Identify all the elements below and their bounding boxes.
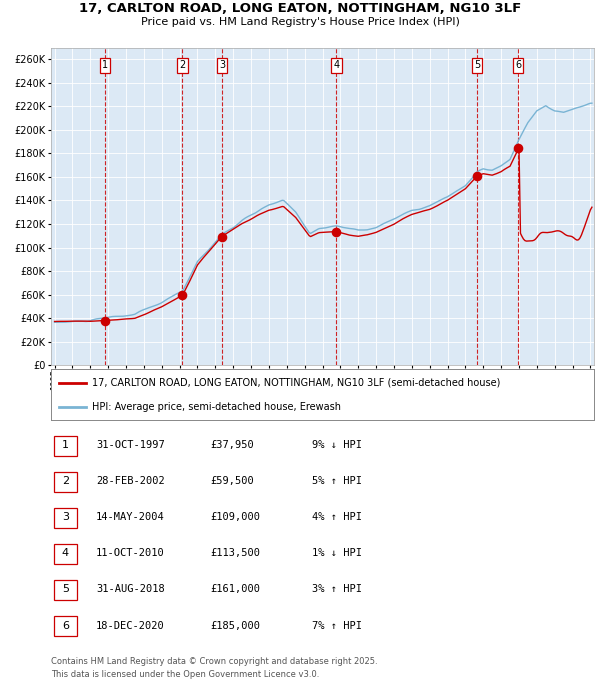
Text: 6: 6 [515, 61, 521, 71]
Text: Contains HM Land Registry data © Crown copyright and database right 2025.
This d: Contains HM Land Registry data © Crown c… [51, 657, 377, 679]
Text: 14-MAY-2004: 14-MAY-2004 [96, 513, 165, 522]
Text: 1: 1 [62, 441, 69, 450]
Text: 5: 5 [62, 585, 69, 594]
Text: 3: 3 [219, 61, 225, 71]
Text: £37,950: £37,950 [210, 441, 254, 450]
Text: £185,000: £185,000 [210, 621, 260, 630]
Text: £161,000: £161,000 [210, 585, 260, 594]
Text: 4% ↑ HPI: 4% ↑ HPI [312, 513, 362, 522]
Point [332, 226, 341, 237]
Text: 3% ↑ HPI: 3% ↑ HPI [312, 585, 362, 594]
Text: 6: 6 [62, 621, 69, 630]
Text: £113,500: £113,500 [210, 549, 260, 558]
Text: 1% ↓ HPI: 1% ↓ HPI [312, 549, 362, 558]
Text: 18-DEC-2020: 18-DEC-2020 [96, 621, 165, 630]
Point [178, 290, 187, 301]
Text: 28-FEB-2002: 28-FEB-2002 [96, 477, 165, 486]
Text: HPI: Average price, semi-detached house, Erewash: HPI: Average price, semi-detached house,… [92, 402, 341, 412]
Text: 5: 5 [474, 61, 481, 71]
Text: £109,000: £109,000 [210, 513, 260, 522]
Text: 5% ↑ HPI: 5% ↑ HPI [312, 477, 362, 486]
Text: 7% ↑ HPI: 7% ↑ HPI [312, 621, 362, 630]
Point [514, 142, 523, 153]
Text: 1: 1 [102, 61, 108, 71]
Text: 2: 2 [179, 61, 185, 71]
Text: 2: 2 [62, 477, 69, 486]
Text: 31-OCT-1997: 31-OCT-1997 [96, 441, 165, 450]
Text: 31-AUG-2018: 31-AUG-2018 [96, 585, 165, 594]
Text: 17, CARLTON ROAD, LONG EATON, NOTTINGHAM, NG10 3LF: 17, CARLTON ROAD, LONG EATON, NOTTINGHAM… [79, 2, 521, 15]
Point [217, 231, 227, 242]
Text: 17, CARLTON ROAD, LONG EATON, NOTTINGHAM, NG10 3LF (semi-detached house): 17, CARLTON ROAD, LONG EATON, NOTTINGHAM… [92, 378, 500, 388]
Text: £59,500: £59,500 [210, 477, 254, 486]
Text: 9% ↓ HPI: 9% ↓ HPI [312, 441, 362, 450]
Point [472, 171, 482, 182]
Text: 3: 3 [62, 513, 69, 522]
Text: Price paid vs. HM Land Registry's House Price Index (HPI): Price paid vs. HM Land Registry's House … [140, 17, 460, 27]
Text: 11-OCT-2010: 11-OCT-2010 [96, 549, 165, 558]
Text: 4: 4 [334, 61, 340, 71]
Text: 4: 4 [62, 549, 69, 558]
Point [100, 315, 110, 326]
